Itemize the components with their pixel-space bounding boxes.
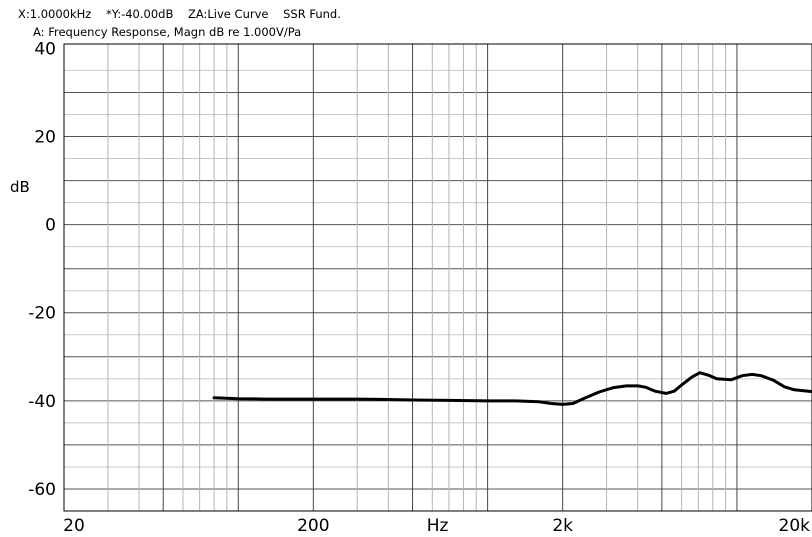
y-tick-label: -60 — [28, 480, 56, 500]
y-tick-label: 40 — [34, 39, 56, 59]
y-tick-labels: 40 20 0 -20 -40 -60 — [28, 39, 56, 500]
grid — [64, 44, 812, 511]
x-tick-label: 200 — [297, 516, 329, 536]
y-tick-label: -20 — [28, 304, 56, 324]
y-tick-label: 20 — [34, 128, 56, 148]
y-tick-label: 0 — [45, 216, 56, 236]
x-tick-label: 2k — [552, 516, 573, 536]
x-tick-label: 20 — [63, 516, 85, 536]
y-axis-label: dB — [10, 178, 30, 196]
y-tick-label: -40 — [28, 392, 56, 412]
x-tick-label: 20k — [779, 516, 811, 536]
response-curve — [214, 373, 812, 405]
x-axis-label: Hz — [427, 516, 449, 536]
